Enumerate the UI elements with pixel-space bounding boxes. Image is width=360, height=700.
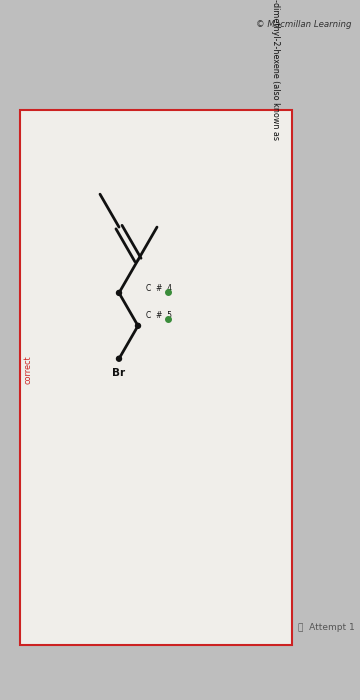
Text: C  #  4: C # 4: [146, 284, 172, 293]
Text: Br: Br: [112, 368, 126, 378]
Text: ⓧ  Attempt 1: ⓧ Attempt 1: [298, 623, 355, 632]
Bar: [20, 110, 292, 645]
Circle shape: [135, 323, 140, 328]
Circle shape: [117, 356, 122, 361]
Text: C  #  5: C # 5: [146, 312, 172, 321]
Text: Draw the skeletal or line-bond structure of 6-Bromo-2,3-dimethyl-2-hexene (also : Draw the skeletal or line-bond structure…: [261, 0, 280, 140]
Text: correct: correct: [23, 356, 32, 384]
Circle shape: [117, 290, 122, 295]
Text: © Macmillan Learning: © Macmillan Learning: [256, 20, 352, 29]
